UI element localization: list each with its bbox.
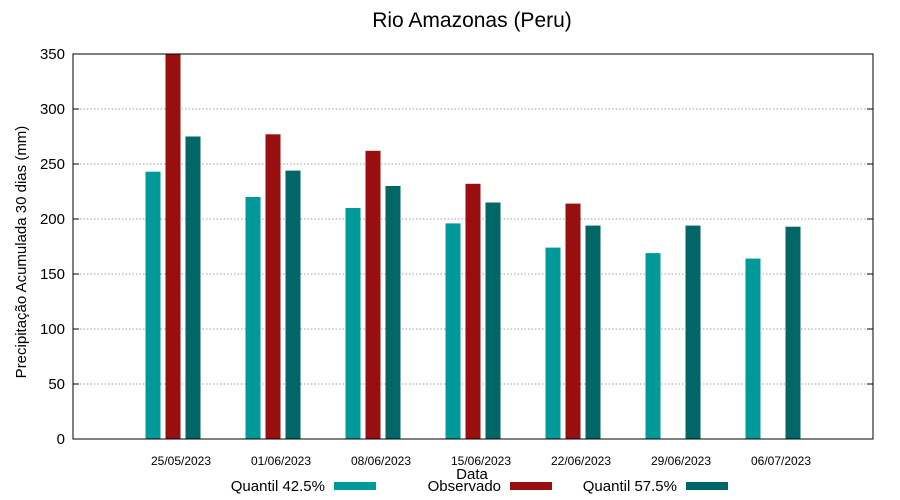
bar-quantil-57-5--1 [285, 170, 301, 439]
bar-quantil-57-5--2 [385, 186, 401, 439]
bar-quantil-42-5--0 [145, 171, 161, 439]
bar-observado-3 [465, 183, 481, 439]
x-tick-label: 01/06/2023 [251, 454, 311, 468]
x-axis-label: Data [456, 466, 488, 483]
bar-observado-1 [265, 134, 281, 440]
bars [145, 54, 801, 440]
bar-observado-0 [165, 54, 181, 439]
legend: Quantil 42.5% Observado Quantil 57.5% [231, 478, 728, 495]
y-tick-label: 350 [40, 46, 65, 63]
bar-quantil-42-5--6 [745, 258, 761, 439]
bar-observado-4 [565, 203, 581, 439]
y-tick-label: 300 [40, 101, 65, 118]
legend-label: Observado [428, 478, 501, 495]
y-axis-label: Precipitação Acumulada 30 dias (mm) [13, 126, 30, 379]
bar-quantil-57-5--4 [585, 225, 601, 439]
bar-quantil-42-5--3 [445, 223, 461, 439]
x-tick-label: 15/06/2023 [451, 454, 511, 468]
chart-title: Rio Amazonas (Peru) [372, 9, 572, 32]
bar-observado-2 [365, 150, 381, 440]
y-tick-label: 100 [40, 321, 65, 338]
x-tick-label: 08/06/2023 [351, 454, 411, 468]
bar-quantil-42-5--5 [645, 253, 661, 439]
bar-quantil-42-5--4 [545, 247, 561, 439]
x-tick-label: 29/06/2023 [651, 454, 711, 468]
y-tick-label: 150 [40, 266, 65, 283]
x-axis-ticks: 25/05/2023 01/06/2023 08/06/2023 15/06/2023… [151, 454, 811, 468]
legend-label: Quantil 57.5% [583, 478, 677, 495]
y-axis-ticks: 0 50 100 150 200 250 300 350 [40, 46, 873, 448]
bar-quantil-42-5--1 [245, 197, 261, 439]
plot-frame [72, 53, 874, 440]
y-tick-label: 200 [40, 211, 65, 228]
legend-label: Quantil 42.5% [231, 478, 325, 495]
y-tick-label: 250 [40, 156, 65, 173]
y-tick-label: 50 [48, 376, 65, 393]
bar-quantil-57-5--6 [785, 226, 801, 439]
y-tick-label: 0 [57, 431, 65, 448]
x-tick-label: 06/07/2023 [751, 454, 811, 468]
bar-quantil-57-5--5 [685, 225, 701, 439]
bar-quantil-42-5--2 [345, 208, 361, 439]
x-tick-label: 25/05/2023 [151, 454, 211, 468]
bar-quantil-57-5--3 [485, 202, 501, 439]
bar-quantil-57-5--0 [185, 136, 201, 439]
x-tick-label: 22/06/2023 [551, 454, 611, 468]
